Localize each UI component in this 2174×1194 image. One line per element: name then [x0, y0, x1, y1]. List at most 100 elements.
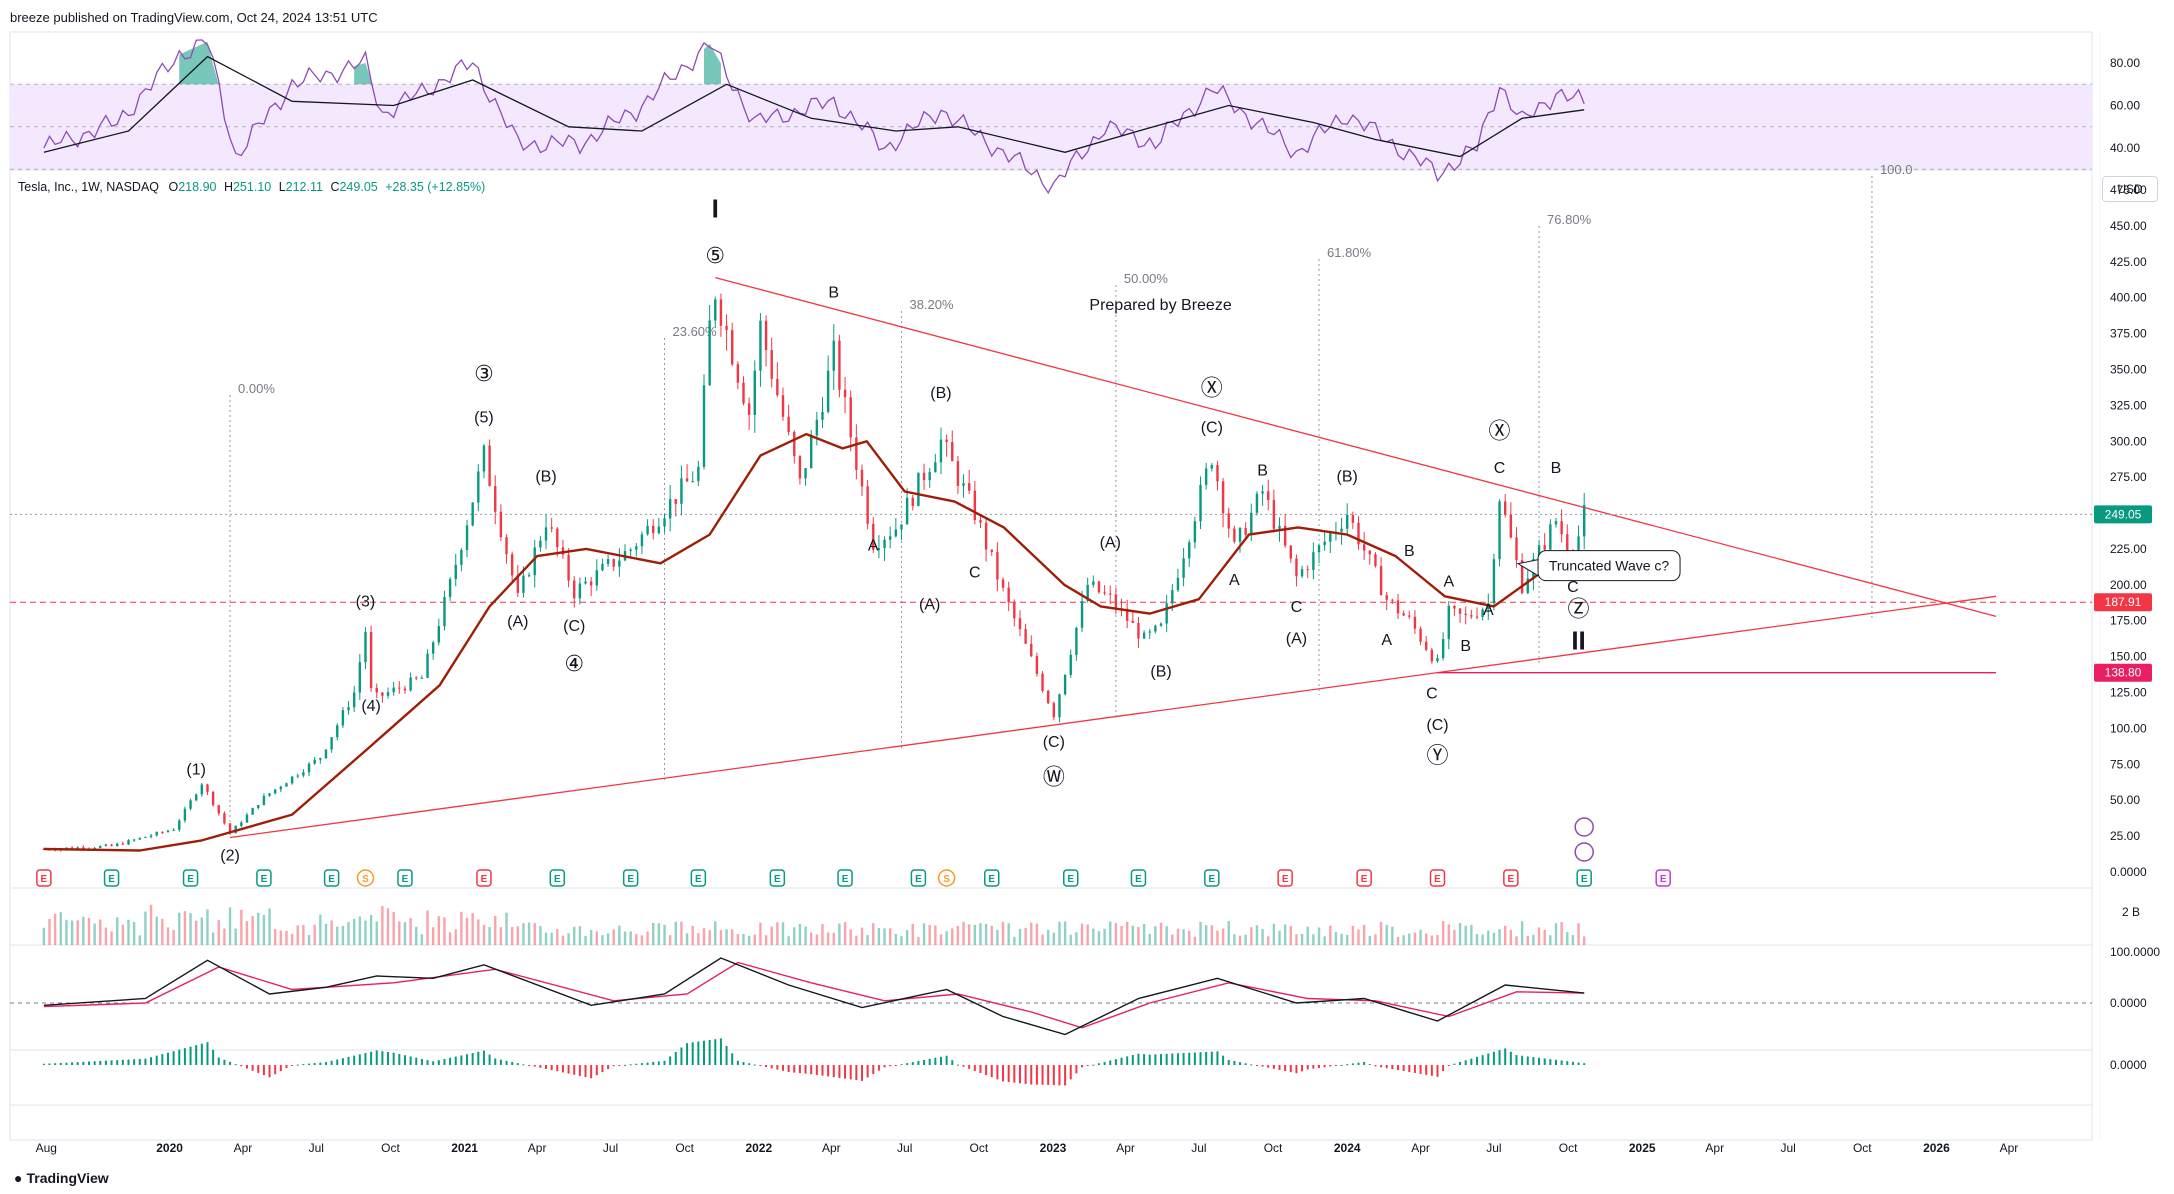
volume-bar [629, 931, 632, 945]
earnings-marker-label: E [1660, 874, 1667, 885]
currency-button[interactable]: USD [2102, 176, 2158, 202]
histogram-bar [1526, 1056, 1529, 1065]
volume-bar [347, 921, 350, 945]
volume-bar [894, 933, 898, 945]
earnings-marker [910, 869, 927, 887]
histogram-bar [590, 1065, 593, 1079]
y-tick-label: 225.00 [2110, 542, 2147, 556]
histogram-bar [1306, 1065, 1309, 1070]
volume-bar [386, 908, 390, 945]
volume-bar [1210, 925, 1214, 945]
volume-bar [1436, 935, 1439, 945]
candle-body [1041, 673, 1044, 691]
histogram-bar [1007, 1065, 1010, 1083]
histogram-bar [545, 1065, 548, 1069]
volume-bar [623, 931, 627, 945]
candle-body [257, 805, 260, 809]
candle-body [1362, 544, 1366, 551]
macd-signal-line [43, 961, 1585, 1029]
volume-bar [635, 933, 638, 945]
histogram-bar [1120, 1057, 1123, 1065]
candle-body [979, 520, 982, 523]
candle-body [1464, 613, 1467, 616]
candle-body [962, 483, 965, 486]
volume-bar [714, 921, 717, 945]
histogram-bar [1532, 1057, 1535, 1065]
histogram-bar [1182, 1053, 1185, 1065]
wave-label: (2) [220, 848, 240, 865]
volume-bar [1018, 928, 1022, 945]
histogram-bar [832, 1065, 835, 1078]
low-label: L [278, 180, 286, 194]
histogram-bar [691, 1042, 694, 1065]
histogram-bar [99, 1060, 102, 1065]
candle-body [1498, 501, 1501, 560]
volume-bar [336, 926, 339, 945]
trendline-upper [715, 276, 1997, 618]
histogram-bar [1233, 1061, 1236, 1065]
volume-bar [488, 927, 491, 945]
candle-body [352, 692, 356, 708]
candle-body [1188, 542, 1191, 559]
volume-bar [1515, 936, 1518, 945]
volume-bar [900, 936, 903, 945]
candle-body [894, 529, 898, 537]
fib-label: 50.00% [1124, 271, 1169, 286]
histogram-bar [1374, 1065, 1377, 1067]
volume-bar [793, 927, 796, 945]
histogram-bar [584, 1065, 587, 1078]
candle-body [843, 389, 847, 398]
earnings-marker-label: E [481, 874, 488, 885]
volume-bar [437, 916, 441, 945]
candle-body [1024, 629, 1027, 644]
high-label: H [223, 180, 233, 194]
candle-body [1244, 527, 1247, 535]
histogram-bar [567, 1065, 570, 1074]
histogram-bar [860, 1065, 863, 1081]
histogram-bar [956, 1064, 959, 1066]
candle-body [228, 823, 232, 834]
volume-bar [1487, 930, 1490, 945]
candle-body [928, 472, 931, 481]
wave-label: (A) [1100, 535, 1121, 552]
histogram-bar [657, 1061, 660, 1065]
x-tick-label: Jul [1486, 1141, 1501, 1155]
histogram-bar [1013, 1065, 1016, 1083]
volume-bar [324, 923, 328, 945]
tradingview-watermark[interactable]: ● TradingView [14, 1170, 109, 1186]
wave-label: ③ [474, 361, 494, 386]
volume-bar [121, 924, 125, 945]
wave-label: (B) [1337, 468, 1358, 485]
volume-bar [443, 917, 446, 945]
histogram-bar [1289, 1065, 1292, 1073]
candle-body [166, 830, 170, 833]
candle-body [110, 844, 113, 846]
candle-body [872, 523, 875, 550]
volume-bar [1532, 934, 1535, 945]
volume-bar [550, 932, 553, 945]
earnings-marker-label: E [187, 874, 194, 885]
wave-label: (B) [535, 468, 556, 485]
candle-body [505, 537, 508, 555]
histogram-bar [1363, 1061, 1366, 1065]
earnings-marker [984, 869, 1000, 887]
volume-bar [183, 911, 187, 945]
candle-body [381, 692, 384, 696]
rsi-tick-label: 40.00 [2110, 141, 2140, 155]
histogram-bar [680, 1047, 683, 1065]
earnings-marker-label: E [842, 874, 849, 885]
candle-body [510, 554, 514, 576]
histogram-bar [776, 1065, 779, 1070]
symbol-name[interactable]: Tesla, Inc., 1W, NASDAQ [18, 180, 160, 194]
histogram-panel: 0.0000 [42, 1038, 2147, 1086]
x-tick-label: Apr [822, 1141, 841, 1155]
candle-body [1408, 615, 1411, 617]
candle-body [934, 462, 937, 473]
candle-body [725, 325, 728, 331]
volume-bar [872, 923, 875, 945]
wave-label: B [1460, 638, 1471, 655]
y-tick-label: 350.00 [2110, 362, 2147, 376]
candle-body [996, 552, 999, 580]
volume-bar [178, 912, 181, 945]
